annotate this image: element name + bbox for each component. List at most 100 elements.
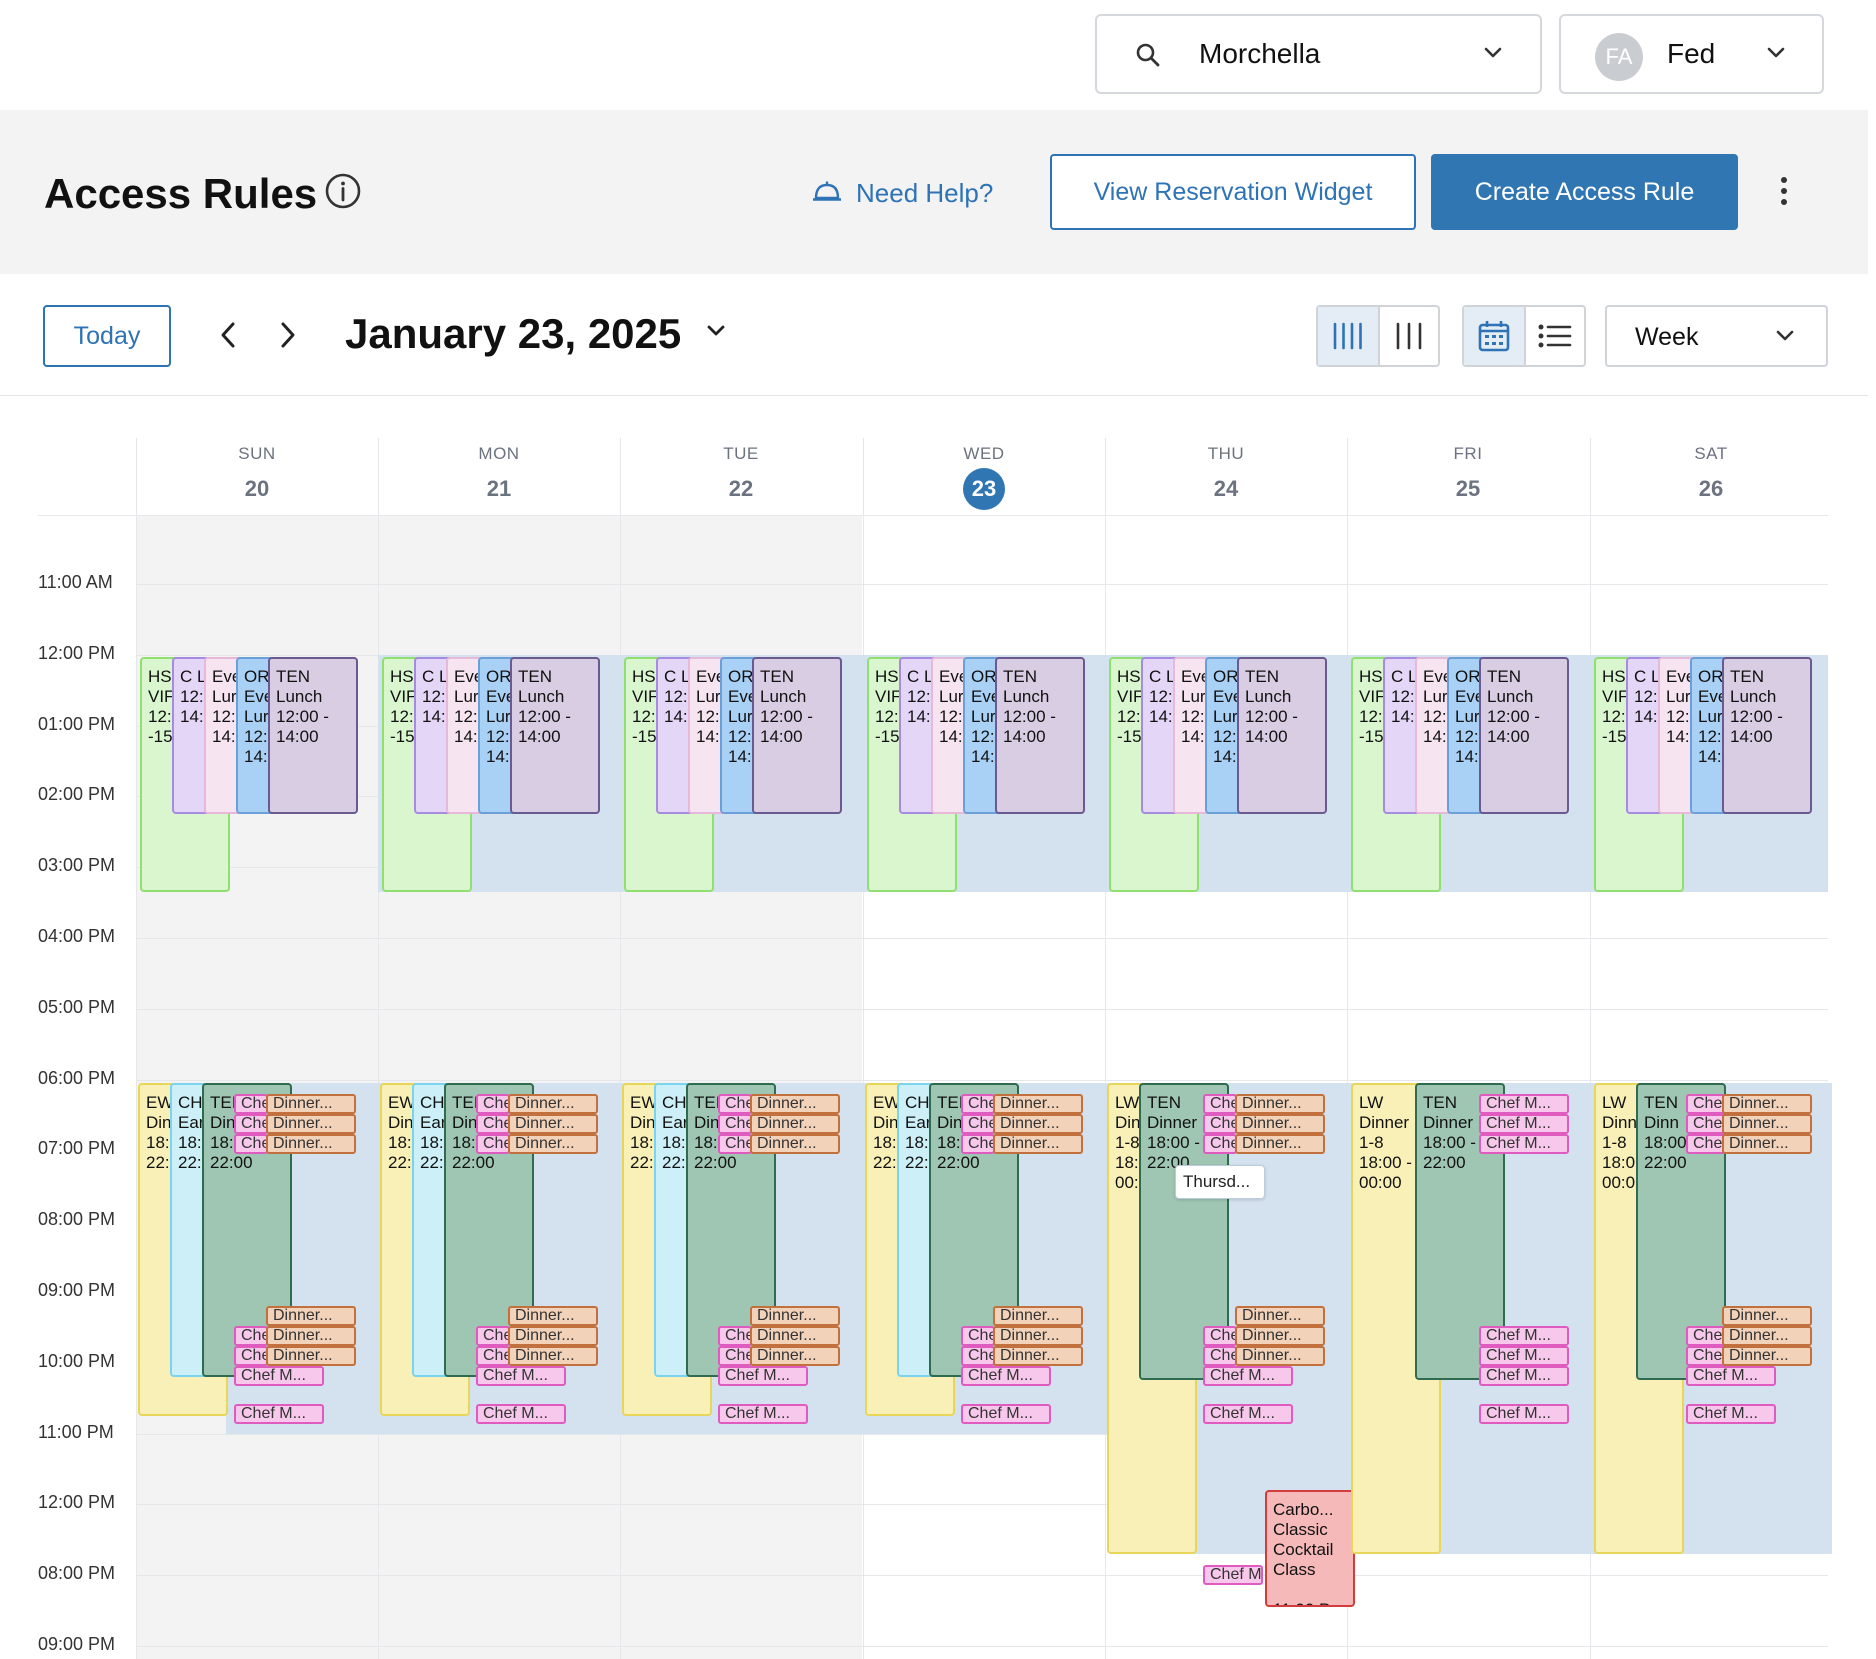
dinner-chip[interactable]: Dinner... [993,1346,1083,1367]
chef-chip[interactable]: Che [1203,1326,1237,1347]
dinner-chip[interactable]: Dinner... [993,1306,1083,1327]
dinner-chip[interactable]: Dinner... [266,1326,356,1347]
day-header-wed[interactable]: WED 23 [863,444,1105,510]
chef-menu-chip[interactable]: Chef M... [718,1366,808,1387]
chef-menu-chip[interactable]: Chef M... [1479,1093,1569,1114]
chef-chip[interactable]: Che [961,1093,995,1114]
chef-chip[interactable]: Che [234,1326,268,1347]
dinner-chip[interactable]: Dinner... [993,1326,1083,1347]
chef-chip[interactable]: Che [476,1346,510,1367]
chef-chip[interactable]: Che [476,1113,510,1134]
dinner-chip[interactable]: Dinner... [1235,1346,1325,1367]
dinner-chip[interactable]: Dinner... [750,1346,840,1367]
day-header-thu[interactable]: THU 24 [1105,444,1347,502]
chef-chip[interactable]: Che [718,1346,752,1367]
chevron-down-icon[interactable] [706,324,726,343]
dinner-chip[interactable]: Dinner... [750,1306,840,1327]
dinner-chip[interactable]: Dinner... [508,1133,598,1154]
chef-menu-chip[interactable]: Chef M... [234,1404,324,1425]
chef-chip[interactable]: Che [1203,1113,1237,1134]
chef-menu-chip[interactable]: Chef M... [1203,1366,1293,1387]
chef-menu-chip[interactable]: Chef M... [1479,1113,1569,1134]
dinner-chip[interactable]: Dinner... [750,1133,840,1154]
dinner-chip[interactable]: Dinner... [266,1093,356,1114]
date-title[interactable]: January 23, 2025 [345,310,682,357]
dinner-chip[interactable]: Dinner... [266,1306,356,1327]
chef-menu-chip[interactable]: Chef M... [1203,1404,1293,1425]
chef-chip[interactable]: Che [1686,1093,1726,1114]
need-help-link[interactable]: Need Help? [812,178,993,209]
dinner-chip[interactable]: Dinner... [993,1113,1083,1134]
dinner-chip[interactable]: Dinner... [266,1346,356,1367]
lunch-event-ten[interactable]: TEN Lunch 12:00 - 14:00 [1479,656,1569,815]
chef-menu-chip[interactable]: Chef M... [1686,1366,1776,1387]
today-button[interactable]: Today [43,305,171,367]
chef-chip[interactable]: Che [234,1093,268,1114]
day-header-tue[interactable]: TUE 22 [620,444,862,502]
chef-menu-chip[interactable]: Chef M... [476,1404,566,1425]
lunch-event-ten[interactable]: TEN Lunch 12:00 - 14:00 [995,656,1085,815]
dinner-chip[interactable]: Dinner... [1235,1093,1325,1114]
chef-menu-chip[interactable]: Chef M... [476,1366,566,1387]
dinner-chip[interactable]: Dinner... [750,1326,840,1347]
day-header-sun[interactable]: SUN 20 [136,444,378,502]
chef-chip[interactable]: Che [1203,1133,1237,1154]
dinner-chip[interactable]: Dinner... [1722,1306,1812,1327]
more-options-icon[interactable] [1780,176,1788,211]
chef-menu-chip[interactable]: Chef M... [718,1404,808,1425]
cocktail-class-event[interactable]: Carbo... Classic Cocktail Class 11:00 P.… [1265,1490,1355,1608]
calendar-view-icon[interactable] [1464,307,1524,365]
chef-chip[interactable]: Che [718,1326,752,1347]
chef-chip[interactable]: Che [718,1113,752,1134]
chef-menu-chip[interactable]: Chef M... [1479,1133,1569,1154]
dinner-chip[interactable]: Dinner... [750,1093,840,1114]
lunch-event-ten[interactable]: TEN Lunch 12:00 - 14:00 [752,656,842,815]
create-access-rule-button[interactable]: Create Access Rule [1431,154,1738,230]
next-week-icon[interactable] [278,320,298,355]
dinner-chip[interactable]: Dinner... [750,1113,840,1134]
chef-chip[interactable]: Che [476,1093,510,1114]
chef-chip[interactable]: Che [961,1133,995,1154]
day-header-sat[interactable]: SAT 26 [1590,444,1832,502]
dinner-chip[interactable]: Dinner... [1235,1113,1325,1134]
chef-chip[interactable]: Che [718,1093,752,1114]
dinner-chip[interactable]: Dinner... [993,1133,1083,1154]
dinner-chip[interactable]: Dinner... [508,1326,598,1347]
chef-menu-chip[interactable]: Chef M... [1479,1326,1569,1347]
info-icon[interactable] [324,172,362,215]
chef-chip[interactable]: Che [1686,1133,1726,1154]
chef-chip[interactable]: Che [234,1113,268,1134]
dinner-chip[interactable]: Dinner... [1722,1346,1812,1367]
chef-chip[interactable]: Che [1686,1326,1726,1347]
chef-menu-chip[interactable]: Chef M... [961,1404,1051,1425]
dinner-chip[interactable]: Dinner... [1722,1113,1812,1134]
chef-menu-chip[interactable]: Chef M... [1479,1366,1569,1387]
chef-menu-chip[interactable]: Chef M... [1686,1404,1776,1425]
dense-columns-icon[interactable] [1318,307,1378,365]
dinner-chip[interactable]: Dinner... [508,1306,598,1327]
wide-columns-icon[interactable] [1378,307,1438,365]
chef-chip[interactable]: Che [1203,1093,1237,1114]
chef-chip[interactable]: Che [1203,1346,1237,1367]
dinner-chip[interactable]: Dinner... [508,1093,598,1114]
chef-menu-chip[interactable]: Chef M... [1479,1404,1569,1425]
list-view-icon[interactable] [1524,307,1584,365]
chef-chip[interactable]: Che [1686,1346,1726,1367]
chef-chip[interactable]: Che [1686,1113,1726,1134]
lunch-event-ten[interactable]: TEN Lunch 12:00 - 14:00 [1237,656,1327,815]
view-mode-select[interactable]: Week [1605,305,1828,367]
day-header-mon[interactable]: MON 21 [378,444,620,502]
chef-menu-chip[interactable]: Chef M... [961,1366,1051,1387]
dinner-chip[interactable]: Dinner... [508,1113,598,1134]
chef-chip[interactable]: Che [961,1113,995,1134]
chef-chip[interactable]: Che [961,1346,995,1367]
dinner-chip[interactable]: Dinner... [1235,1133,1325,1154]
dinner-chip[interactable]: Dinner... [1235,1326,1325,1347]
chef-menu-chip[interactable]: Chef M [1203,1564,1263,1585]
previous-week-icon[interactable] [218,320,238,355]
chef-menu-chip[interactable]: Chef M... [1479,1346,1569,1367]
day-header-fri[interactable]: FRI 25 [1347,444,1589,502]
dinner-chip[interactable]: Dinner... [1722,1133,1812,1154]
chef-chip[interactable]: Che [476,1133,510,1154]
dinner-chip[interactable]: Dinner... [1722,1093,1812,1114]
